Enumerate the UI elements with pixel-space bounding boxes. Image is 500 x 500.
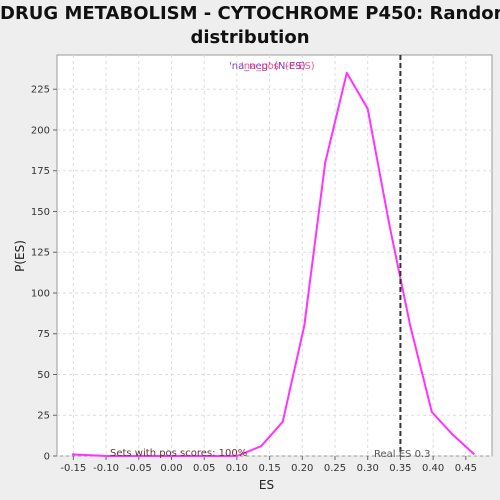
y-tick-label: 25 bbox=[37, 411, 50, 422]
x-tick-label: 0.00 bbox=[160, 463, 182, 474]
chart-title: DRUG METABOLISM - CYTOCHROME P450: Rando… bbox=[0, 2, 500, 50]
x-tick-label: 0.40 bbox=[422, 463, 444, 474]
x-tick-label: -0.05 bbox=[126, 463, 152, 474]
x-tick-label: 0.15 bbox=[258, 463, 280, 474]
y-tick-label: 225 bbox=[31, 85, 50, 96]
legend-pos-label: 'na_pos' (P-ES) bbox=[241, 61, 315, 72]
x-tick-label: 0.20 bbox=[291, 463, 313, 474]
y-tick-label: 150 bbox=[31, 207, 50, 218]
pos-scores-annotation: Sets with pos scores: 100% bbox=[110, 448, 247, 459]
legend-neg-label: 'na_neg' (N-ES) bbox=[229, 61, 306, 72]
y-tick-label: 50 bbox=[37, 370, 50, 381]
chart-title-line-2: distribution bbox=[190, 27, 310, 48]
series-layer bbox=[71, 71, 475, 457]
x-tick-label: 0.30 bbox=[357, 463, 379, 474]
x-tick-label: 0.25 bbox=[324, 463, 346, 474]
x-tick-label: 0.05 bbox=[193, 463, 215, 474]
grid bbox=[57, 55, 492, 457]
y-tick-label: 75 bbox=[37, 329, 50, 340]
y-tick-label: 200 bbox=[31, 125, 50, 136]
x-tick-label: -0.15 bbox=[60, 463, 86, 474]
x-tick-label: 0.45 bbox=[455, 463, 477, 474]
y-tick-label: 100 bbox=[31, 288, 50, 299]
y-tick-label: 175 bbox=[31, 166, 50, 177]
x-tick-label: 0.10 bbox=[226, 463, 248, 474]
y-axis-title: P(ES) bbox=[13, 240, 27, 272]
y-tick-label: 0 bbox=[44, 452, 50, 463]
axes: -0.15 -0.10 -0.05 0.00 0.05 0.10 0.15 0.20 0.25 0… bbox=[31, 85, 477, 474]
y-tick-label: 125 bbox=[31, 248, 50, 259]
plot-area bbox=[56, 54, 493, 457]
x-axis-title: ES bbox=[259, 478, 274, 492]
real-es-label: Real ES 0.3 bbox=[374, 449, 430, 460]
chart-title-line-1: DRUG METABOLISM - CYTOCHROME P450: Rando… bbox=[0, 3, 500, 24]
x-tick-label: -0.10 bbox=[93, 463, 119, 474]
x-tick-label: 0.35 bbox=[389, 463, 411, 474]
es-distribution-line bbox=[71, 71, 475, 457]
